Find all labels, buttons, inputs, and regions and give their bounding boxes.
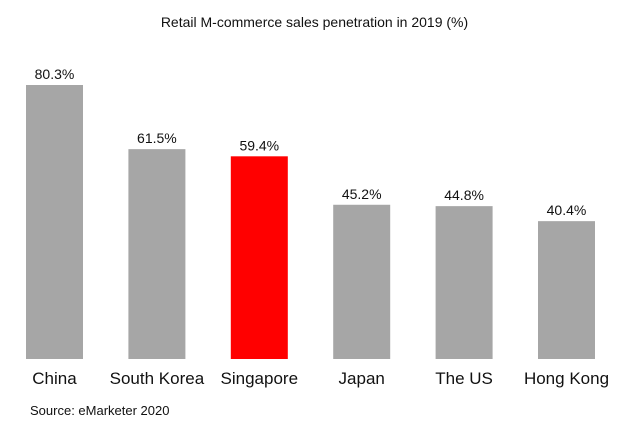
bar-south-korea (128, 149, 186, 359)
bar-hong-kong (538, 221, 595, 359)
data-label: 40.4% (547, 202, 587, 218)
bar-singapore (230, 156, 288, 359)
bar-china (26, 85, 83, 359)
bar-the-us (435, 206, 493, 359)
chart-title: Retail M-commerce sales penetration in 2… (160, 14, 469, 30)
category-label: The US (435, 369, 493, 388)
category-label: South Korea (110, 369, 205, 388)
bar-japan (333, 204, 391, 359)
source-note: Source: eMarketer 2020 (30, 403, 170, 418)
category-label: Hong Kong (524, 369, 609, 388)
data-label: 44.8% (444, 187, 484, 203)
data-label: 80.3% (35, 66, 75, 82)
data-label: 61.5% (137, 130, 177, 146)
category-label: Japan (339, 369, 385, 388)
data-label: 45.2% (342, 186, 382, 202)
data-label: 59.4% (239, 137, 279, 153)
category-label: Singapore (221, 369, 299, 388)
category-label: China (32, 369, 77, 388)
